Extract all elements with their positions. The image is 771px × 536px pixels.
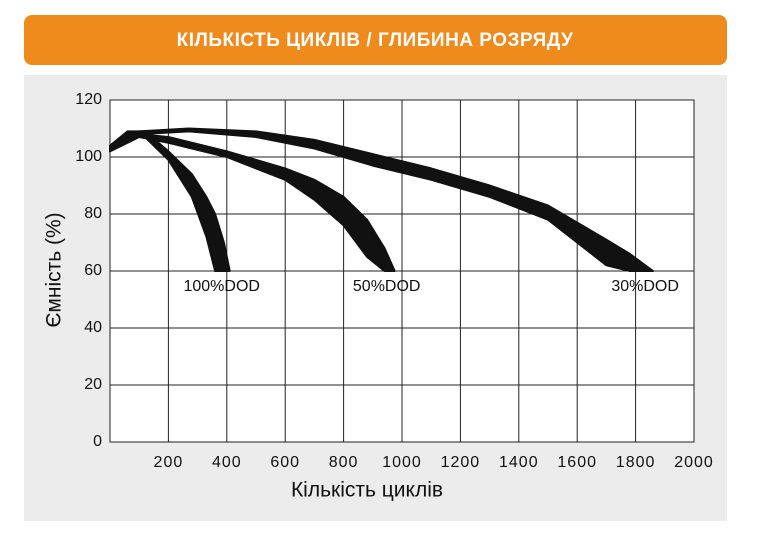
x-tick-label: 1800: [616, 454, 656, 471]
y-axis-label: Ємність (%): [43, 212, 66, 327]
plot-border: [109, 99, 695, 443]
y-tick-label: 120: [75, 91, 102, 108]
x-tick-label: 1000: [382, 454, 422, 471]
capacity-band: [109, 133, 396, 272]
x-tick-label: 200: [154, 454, 184, 471]
x-tick-label: 1400: [499, 454, 539, 471]
y-tick-label: 0: [93, 433, 102, 450]
title-banner: [24, 15, 727, 65]
capacity-band: [109, 127, 655, 272]
y-tick-label: 60: [84, 262, 102, 279]
series-label: 50%DOD: [353, 278, 421, 295]
x-tick-label: 1600: [557, 454, 597, 471]
chart-title: КІЛЬКІСТЬ ЦИКЛІВ / ГЛИБИНА РОЗРЯДУ: [177, 30, 574, 51]
x-tick-label: 1200: [441, 454, 481, 471]
x-axis-label: Кількість циклів: [291, 479, 443, 502]
y-tick-label: 20: [84, 376, 102, 393]
x-tick-label: 600: [270, 454, 300, 471]
x-tick-label: 400: [212, 454, 242, 471]
series-label: 100%DOD: [183, 278, 259, 295]
series-label: 30%DOD: [611, 278, 679, 295]
y-tick-label: 40: [84, 319, 102, 336]
x-tick-label: 2000: [674, 454, 714, 471]
y-tick-label: 100: [75, 148, 102, 165]
x-tick-label: 800: [329, 454, 359, 471]
y-tick-label: 80: [84, 205, 102, 222]
